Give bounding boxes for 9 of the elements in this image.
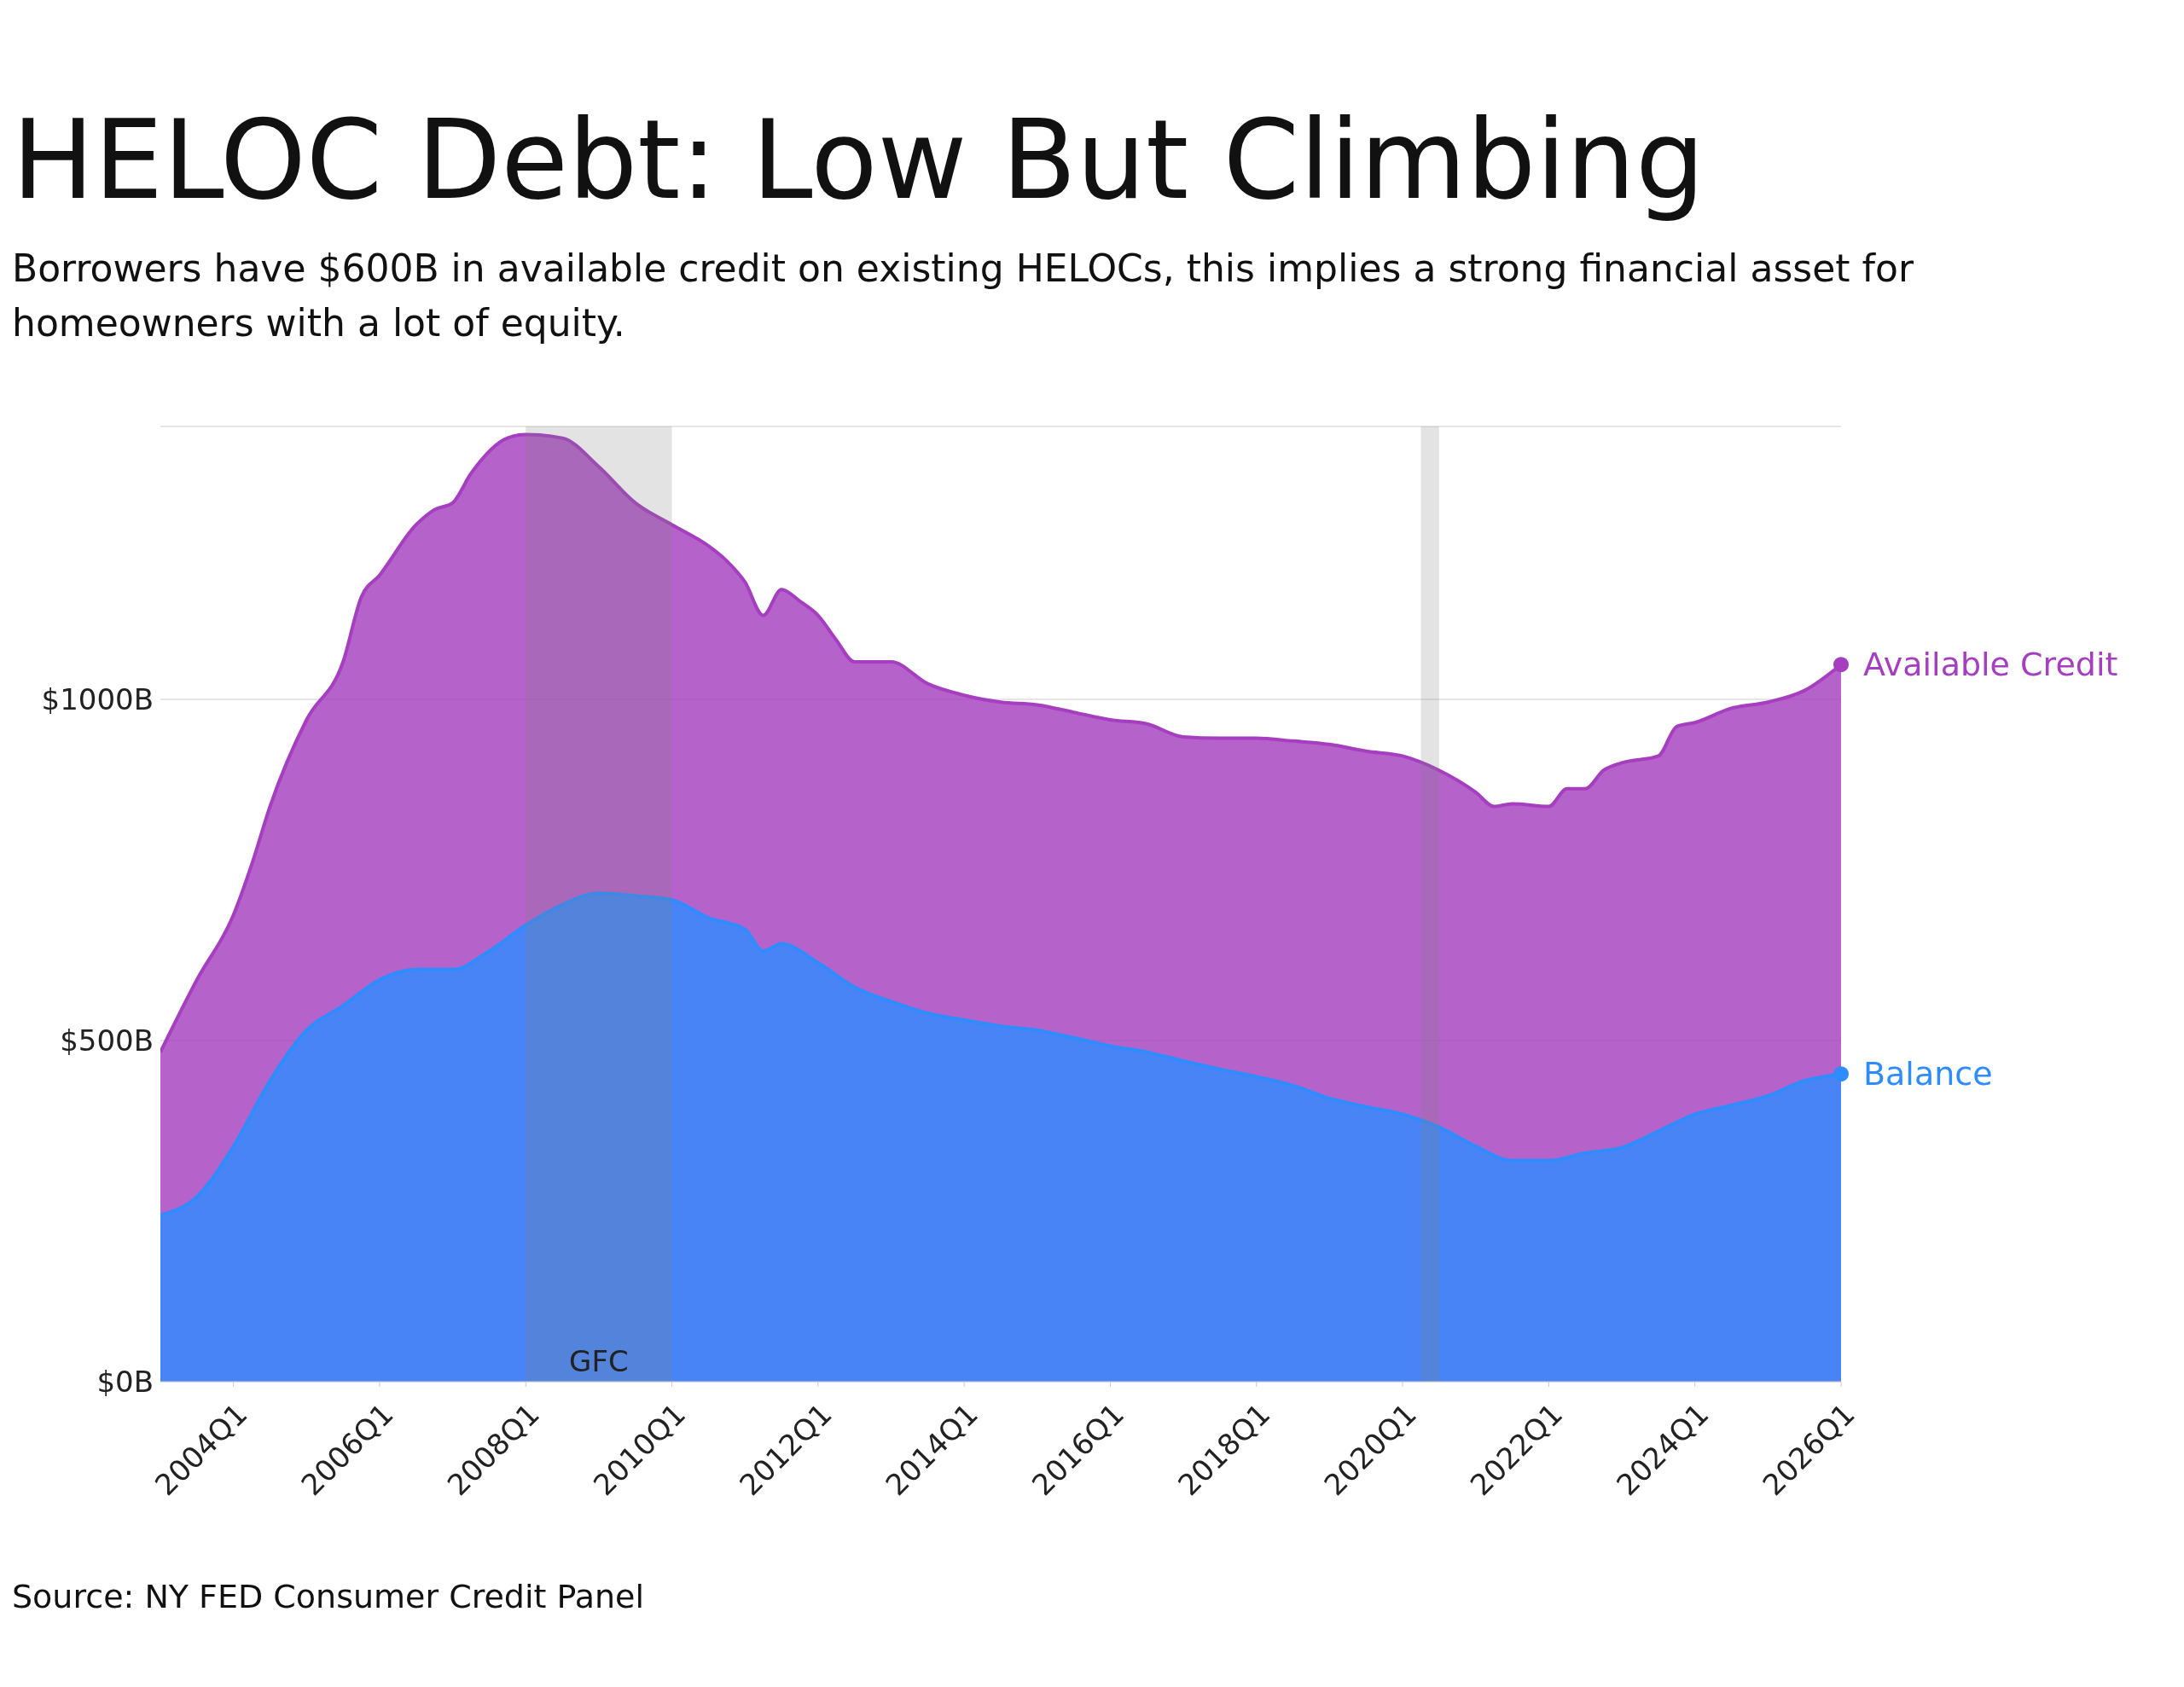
chart-title: HELOC Debt: Low But Climbing [12, 96, 1706, 223]
series-label: Available Credit [1863, 646, 2118, 684]
chart-subtitle: Borrowers have $600B in available credit on existing HELOCs, this implies a strong financial asset for homeowners with a lot of equity. [12, 245, 1915, 346]
source-note: Source: NY FED Consumer Credit Panel [12, 1578, 646, 1616]
y-tick-label: $1000B [41, 682, 154, 717]
band-label: GFC [569, 1344, 629, 1379]
y-tick-label: $0B [96, 1365, 154, 1400]
series-label: Balance [1863, 1055, 1993, 1093]
y-tick-label: $500B [60, 1023, 154, 1058]
